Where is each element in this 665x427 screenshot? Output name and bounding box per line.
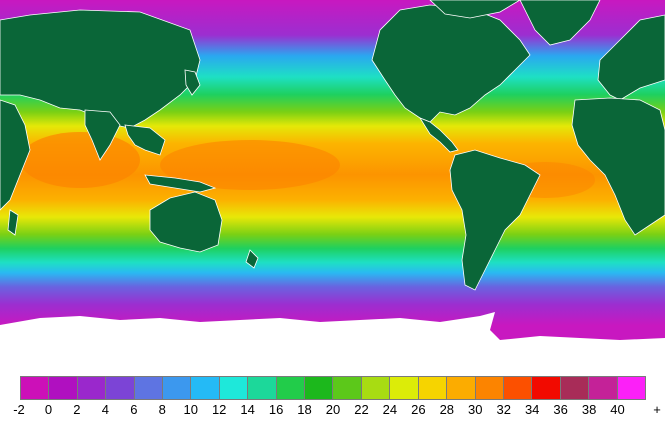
legend-swatch xyxy=(219,377,249,399)
legend-tick-label: 38 xyxy=(581,402,597,417)
legend-tick-label: 40 xyxy=(610,402,625,417)
legend-tick-label: 14 xyxy=(240,402,255,417)
legend-tick-label: 10 xyxy=(183,402,198,417)
japan xyxy=(184,69,201,96)
legend-swatch xyxy=(475,377,504,399)
africa xyxy=(571,97,665,236)
west-pacific-warm-pool xyxy=(160,140,340,190)
legend-tick-label: 4 xyxy=(101,402,109,417)
legend-tick-label: 30 xyxy=(468,402,483,417)
madagascar xyxy=(7,209,19,236)
legend-tick-label: 26 xyxy=(411,402,426,417)
temperature-legend: -2 0 2 4 6 8 10 12 14 16 18 20 22 24 26 28 30 32 34 36 38 40 + xyxy=(0,375,665,427)
legend-swatch xyxy=(589,377,618,399)
legend-tick-label: 16 xyxy=(268,402,284,417)
legend-swatch xyxy=(361,377,391,399)
legend-tick-label: 6 xyxy=(130,402,138,417)
legend-swatch xyxy=(163,377,192,399)
legend-tick-label: 28 xyxy=(439,402,455,417)
legend-tick-label: 8 xyxy=(158,402,166,417)
legend-tick-label: 34 xyxy=(524,402,540,417)
legend-swatch xyxy=(560,377,590,399)
indian-ocean-warm-pool xyxy=(20,132,140,188)
color-scale-bar xyxy=(20,376,646,400)
legend-swatch xyxy=(333,377,362,399)
legend-swatch xyxy=(418,377,448,399)
india xyxy=(84,109,121,161)
legend-swatch xyxy=(617,377,645,399)
legend-tick-label: 18 xyxy=(297,402,312,417)
greenland xyxy=(519,0,601,46)
legend-swatch xyxy=(21,377,50,399)
legend-tick-label: 22 xyxy=(354,402,369,417)
legend-swatch xyxy=(447,377,476,399)
legend-swatch xyxy=(49,377,78,399)
legend-swatch xyxy=(305,377,334,399)
sea-surface-temperature-map xyxy=(0,0,665,350)
legend-tick-label: 32 xyxy=(496,402,511,417)
legend-tick-label: 0 xyxy=(44,402,53,417)
australia xyxy=(149,191,223,253)
arctic-islands xyxy=(429,0,521,19)
central-america xyxy=(419,117,459,153)
legend-tick-label: 12 xyxy=(211,402,227,417)
legend-tick-label: -2 xyxy=(13,402,25,417)
legend-swatch xyxy=(134,377,164,399)
legend-tick-label: 20 xyxy=(325,402,341,417)
legend-swatch xyxy=(390,377,419,399)
legend-swatch xyxy=(191,377,220,399)
legend-tick-label: 24 xyxy=(382,402,398,417)
legend-swatch xyxy=(532,377,561,399)
asia-west xyxy=(0,9,201,129)
antarctica-ice xyxy=(0,312,665,350)
legend-swatch xyxy=(276,377,306,399)
legend-tick-label: + xyxy=(653,402,661,417)
legend-swatch xyxy=(106,377,135,399)
africa-west-edge xyxy=(0,99,31,211)
legend-swatch xyxy=(503,377,533,399)
legend-tick-label: 36 xyxy=(553,402,568,417)
legend-swatch xyxy=(248,377,277,399)
eurasia xyxy=(597,14,665,101)
south-america xyxy=(449,149,541,291)
indonesia xyxy=(144,174,217,193)
land-masses xyxy=(0,0,665,291)
legend-swatch xyxy=(77,377,107,399)
southeast-asia xyxy=(124,124,166,156)
color-scale-ticks: -2 0 2 4 6 8 10 12 14 16 18 20 22 24 26 28 30 32 34 36 38 40 + xyxy=(0,402,665,420)
new-zealand xyxy=(245,249,259,269)
legend-tick-label: 2 xyxy=(73,402,81,417)
